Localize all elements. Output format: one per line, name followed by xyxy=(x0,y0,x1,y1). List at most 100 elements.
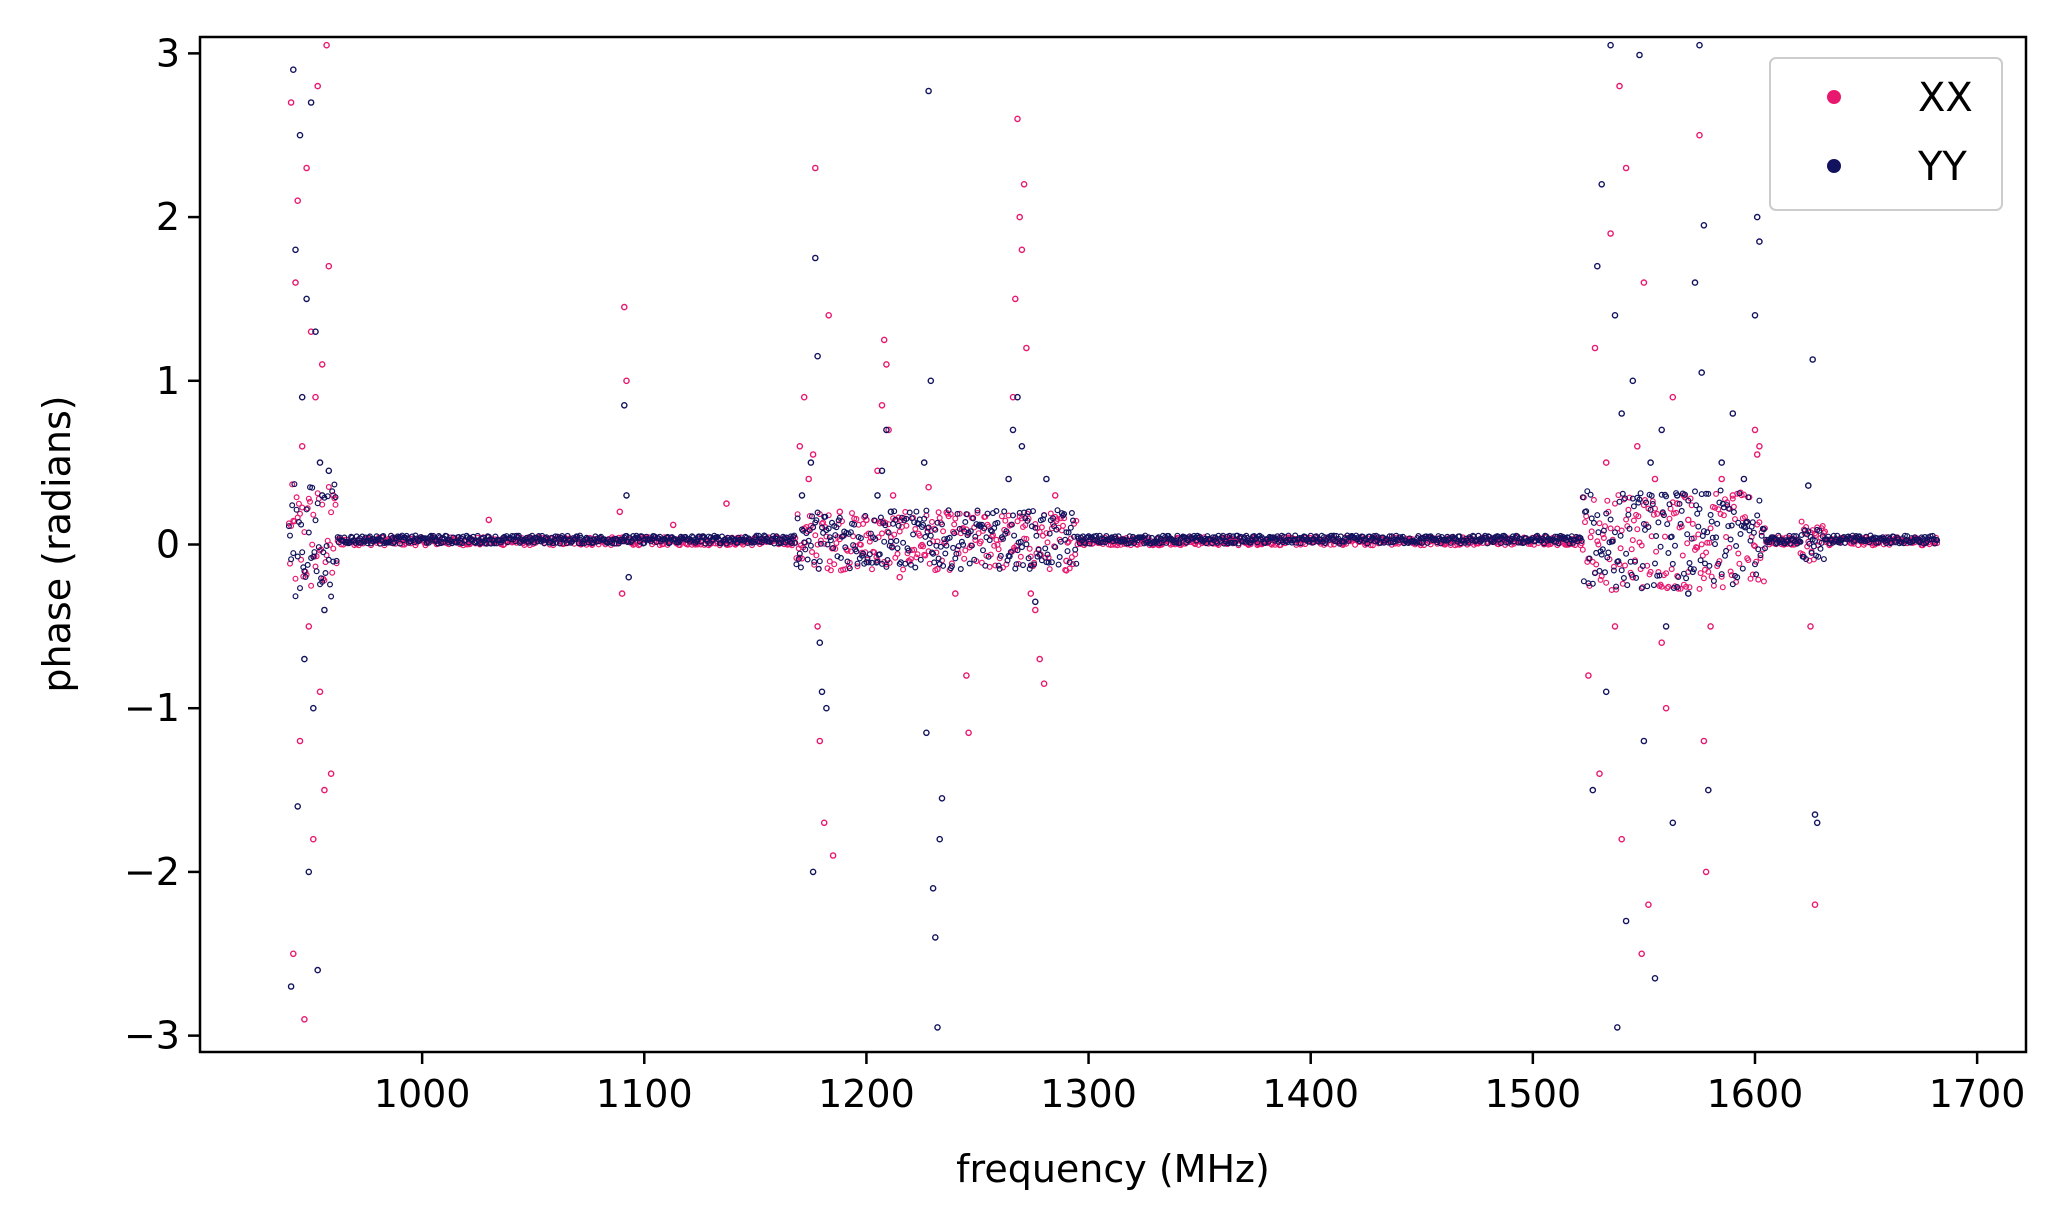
baseline-point xyxy=(945,507,952,514)
y-tick-label: 3 xyxy=(156,31,180,75)
baseline-point xyxy=(1604,497,1611,504)
baseline-point xyxy=(948,563,955,570)
baseline-point xyxy=(364,540,371,547)
baseline-point xyxy=(1735,519,1742,526)
outlier-point xyxy=(1718,459,1725,466)
baseline-point xyxy=(977,538,984,545)
baseline-point xyxy=(1666,515,1673,522)
baseline-point xyxy=(579,540,586,547)
baseline-point xyxy=(1683,583,1690,590)
baseline-point xyxy=(1758,532,1765,539)
baseline-point xyxy=(323,542,330,549)
baseline-point xyxy=(1757,552,1764,559)
baseline-point xyxy=(289,502,296,509)
baseline-point xyxy=(1711,541,1718,548)
baseline-point xyxy=(1696,506,1703,513)
baseline-point xyxy=(1013,561,1020,568)
outlier-point xyxy=(878,401,886,409)
baseline-point xyxy=(1046,530,1053,537)
baseline-point xyxy=(1750,542,1757,549)
outlier-point xyxy=(1809,356,1816,363)
baseline-point xyxy=(1726,505,1733,512)
baseline-point xyxy=(1616,498,1623,505)
baseline-point xyxy=(1707,511,1714,518)
outlier-point xyxy=(920,459,928,466)
baseline-point xyxy=(986,537,993,544)
baseline-point xyxy=(1228,539,1235,546)
baseline-point xyxy=(1674,572,1681,579)
baseline-point xyxy=(322,569,329,576)
outlier-point xyxy=(1018,246,1026,254)
outlier-point xyxy=(923,729,930,737)
baseline-point xyxy=(1749,519,1756,526)
outlier-point xyxy=(883,426,890,434)
baseline-point xyxy=(1798,518,1805,525)
baseline-point xyxy=(1599,546,1606,553)
baseline-point xyxy=(292,593,299,600)
outlier-point xyxy=(816,639,824,647)
baseline-point xyxy=(300,564,307,571)
baseline-point xyxy=(960,541,967,548)
baseline-point xyxy=(1244,534,1251,541)
baseline-point xyxy=(1927,533,1934,540)
baseline-point xyxy=(1697,557,1704,564)
outlier-point xyxy=(805,475,813,483)
baseline-point xyxy=(954,510,961,517)
outlier-point xyxy=(1009,426,1017,434)
outlier-point xyxy=(814,352,821,360)
baseline-point xyxy=(1607,525,1614,532)
baseline-point xyxy=(1009,512,1016,519)
outlier-point xyxy=(1596,770,1603,778)
baseline-point xyxy=(1597,576,1604,583)
baseline-point xyxy=(957,565,964,572)
baseline-point xyxy=(1596,567,1603,574)
outlier-point xyxy=(1662,704,1670,712)
baseline-point xyxy=(1644,583,1651,590)
baseline-point xyxy=(1756,519,1763,526)
baseline-point xyxy=(1745,494,1752,501)
baseline-point xyxy=(833,524,840,531)
baseline-point xyxy=(812,532,819,539)
baseline-point xyxy=(1754,512,1761,519)
baseline-point xyxy=(312,517,319,524)
baseline-point xyxy=(1665,549,1672,556)
outlier-point xyxy=(885,426,892,434)
baseline-point xyxy=(1657,543,1664,550)
baseline-point xyxy=(956,510,963,517)
y-axis-label: phase (radians) xyxy=(35,395,79,692)
baseline-point xyxy=(491,540,498,547)
baseline-point xyxy=(1046,566,1053,573)
baseline-point xyxy=(928,518,935,525)
baseline-point xyxy=(666,539,673,546)
baseline-point xyxy=(1588,515,1595,522)
outlier-point xyxy=(796,442,804,450)
baseline-point xyxy=(1743,519,1750,526)
baseline-point xyxy=(967,528,974,535)
baseline-point xyxy=(1651,560,1658,567)
baseline-point xyxy=(1027,562,1034,569)
baseline-point xyxy=(1584,488,1591,495)
baseline-point xyxy=(1699,552,1706,559)
legend-marker-xx xyxy=(1827,90,1841,104)
outlier-point xyxy=(965,729,972,737)
baseline-point xyxy=(641,539,648,546)
outlier-point xyxy=(934,1024,941,1031)
baseline-point xyxy=(1694,544,1701,551)
baseline-point xyxy=(851,521,858,528)
baseline-point xyxy=(1714,520,1721,527)
baseline-point xyxy=(905,547,912,554)
baseline-point xyxy=(319,578,326,585)
outlier-point xyxy=(1585,672,1592,679)
baseline-point xyxy=(1703,549,1710,556)
baseline-point xyxy=(440,539,447,546)
outlier-point xyxy=(1673,492,1681,499)
baseline-point xyxy=(1254,539,1261,546)
baseline-point xyxy=(753,532,760,539)
outlier-point xyxy=(303,295,310,303)
y-tick-label: 2 xyxy=(156,195,180,239)
baseline-point xyxy=(423,539,430,546)
baseline-point xyxy=(1719,584,1726,591)
outlier-point xyxy=(1729,410,1737,417)
baseline-point xyxy=(1617,532,1624,539)
baseline-point xyxy=(1729,495,1736,502)
